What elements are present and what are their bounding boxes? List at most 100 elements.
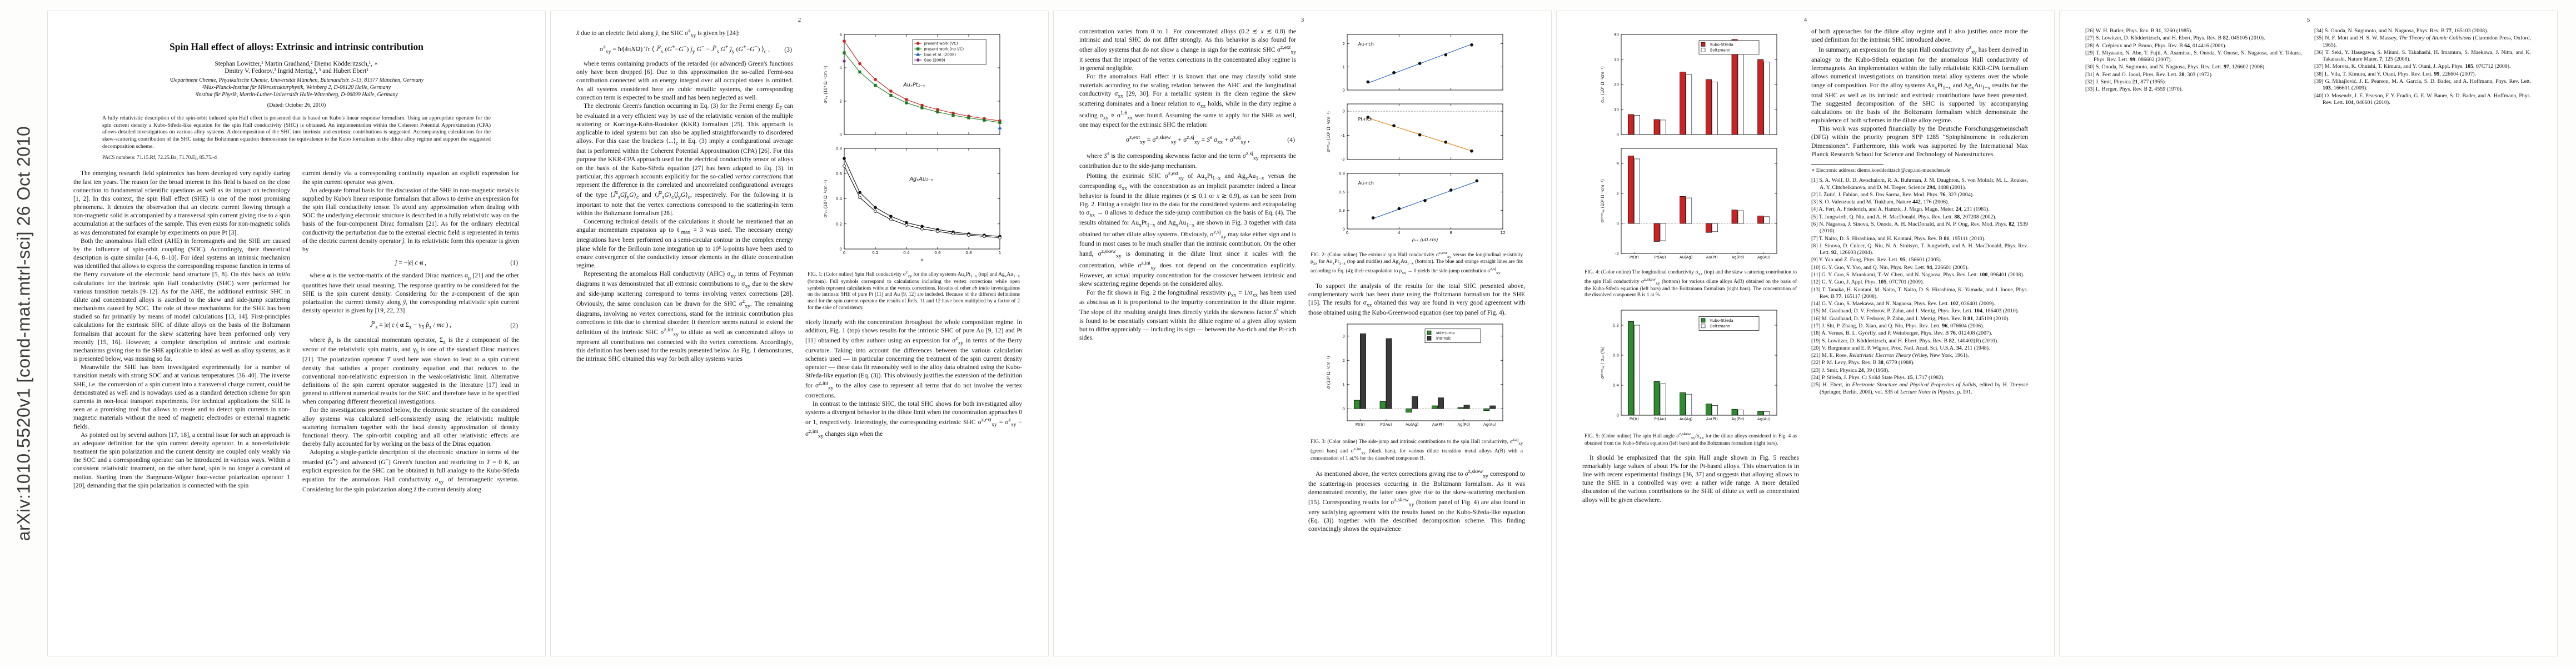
page3-right-column: 0 1 2 Au-rich -2 -1 0 Pt-rich σᵉˣᵗₓᵧ (10³ Ω⁻¹cm… xyxy=(1308,28,1525,620)
reference-item: [25] H. Ebert, in Electronic Structure a… xyxy=(1811,382,2028,395)
authors-line-2: Dmitry V. Fedorov,² Ingrid Mertig,², ³ a… xyxy=(225,68,368,74)
text-block: It should be emphasized that the spin Ha… xyxy=(1582,454,1799,504)
page2-left-column: x̂ due to an electric field along ŷ, the… xyxy=(576,28,793,620)
page5-right-column: [34] S. Onoda, N. Sugimoto, and N. Nagao… xyxy=(2314,28,2531,620)
dated-line: (Dated: October 26, 2010) xyxy=(267,102,326,108)
svg-text:Ag(Au): Ag(Au) xyxy=(1757,255,1771,260)
text-block: Meanwhile the SHE has been investigated … xyxy=(73,364,290,430)
figure-5: 0 0.4 0.8 1.2 Pt(Ir) Pt(Au) Au(Ag) Au(Pt) Ag(Pd)… xyxy=(1582,306,1799,428)
reference-item: [3] S. O. Valenzuela and M. Tinkham, Nat… xyxy=(1811,199,1949,206)
reference-item: [27] S. Lowitzer, D. Ködderitzsch, and H… xyxy=(2085,35,2265,42)
reference-item: [6] N. Nagaosa, J. Sinova, S. Onoda, A. … xyxy=(1811,221,2028,235)
text-block: To support the analysis of the results f… xyxy=(1308,282,1525,316)
svg-text:-2: -2 xyxy=(1615,251,1619,256)
svg-text:Au(Pt): Au(Pt) xyxy=(1706,417,1718,421)
svg-text:0: 0 xyxy=(1616,413,1619,418)
text-block: As mentioned above, the vertex correctio… xyxy=(1308,469,1525,533)
text-block: This work was supported financially by t… xyxy=(1811,126,2028,158)
svg-text:0.9: 0.9 xyxy=(1339,171,1346,176)
reference-item: [8] J. Sinova, D. Culcer, Q. Niu, N. A. … xyxy=(1811,242,2028,256)
fig2-caption: FIG. 2: (Color online) The extrinsic spi… xyxy=(1311,250,1523,275)
fig2-bottom-panel-chart: 0 0.3 0.6 0.9 0 4 8 12 Au-rich ρₓₓ (μΩ cm) xyxy=(1325,169,1508,246)
fig1-top-panel-chart: 0 2 4 6 AuₓPt₁₋ₓ present work (VC) present wor… xyxy=(822,30,1005,144)
svg-text:intrinsic: intrinsic xyxy=(1436,336,1451,341)
text-block: In summary, an expression for the spin H… xyxy=(1811,44,2028,125)
text-block: In contrast to the intrinsic SHC, the to… xyxy=(805,401,1022,440)
reference-item: [35] N. F. Mott and H. S. W. Massey, The… xyxy=(2314,35,2531,48)
reference-item: [20] V. Bargmann and E. P. Wigner, Proc.… xyxy=(1811,345,1990,351)
svg-text:0.4: 0.4 xyxy=(836,196,843,201)
svg-text:Ag(Pd): Ag(Pd) xyxy=(1732,417,1745,421)
affiliation: ¹Department Chemie, Physikalische Chemie… xyxy=(169,77,424,83)
svg-text:present work (VC): present work (VC) xyxy=(924,42,958,46)
svg-text:0.8: 0.8 xyxy=(836,146,843,151)
svg-text:0.6: 0.6 xyxy=(934,250,941,255)
svg-text:0: 0 xyxy=(1616,132,1619,137)
reference-item: [11] G. Y. Guo, S. Murakami, T.-W. Chen,… xyxy=(1811,272,2025,278)
text-block: x̂ due to an electric field along ŷ, the… xyxy=(576,28,740,39)
svg-text:0: 0 xyxy=(843,250,846,255)
svg-text:4: 4 xyxy=(839,66,842,71)
abstract: A fully relativistic description of the … xyxy=(102,115,491,150)
reference-item: [19] S. Lowitzer, D. Ködderitzsch, and H… xyxy=(1811,337,1999,344)
text-block: of both approaches for the dilute alloy … xyxy=(1811,28,2028,44)
fig3-chart: 0 1 2 3 Pt(Ir) Pt(Au) Au(Ag) Au(Pt) Ag(Pd) Ag(Au)… xyxy=(1325,320,1508,434)
svg-text:present work (no VC): present work (no VC) xyxy=(924,47,964,52)
svg-text:0.6: 0.6 xyxy=(836,171,843,176)
figure-3: 0 1 2 3 Pt(Ir) Pt(Au) Au(Ag) Au(Pt) Ag(Pd) Ag(Au)… xyxy=(1308,320,1525,434)
affiliations: ¹Department Chemie, Physikalische Chemie… xyxy=(73,77,520,98)
svg-text:Guo et al. (2008): Guo et al. (2008) xyxy=(924,53,956,57)
page-number: 5 xyxy=(2306,17,2310,23)
svg-text:0.2: 0.2 xyxy=(836,221,842,226)
page1-right-column: current density via a corresponding cont… xyxy=(302,170,519,618)
svg-text:0: 0 xyxy=(839,247,842,252)
text-block: An adequate formal basis for the discuss… xyxy=(302,187,519,253)
page-number: 3 xyxy=(1301,17,1304,23)
text-block: Concerning technical details of the calc… xyxy=(576,218,793,269)
text-block: where terms containing products of the r… xyxy=(576,61,793,101)
svg-text:0: 0 xyxy=(1346,230,1349,235)
svg-text:Pt(Ir): Pt(Ir) xyxy=(1630,417,1639,421)
figure-2: 0 1 2 Au-rich -2 -1 0 Pt-rich σᵉˣᵗₓᵧ (10³ Ω⁻¹cm… xyxy=(1308,30,1525,247)
text-block: Adopting a single-particle description o… xyxy=(302,449,519,493)
reference-item: [37] M. Morota, K. Ohnishi, T. Kimura, a… xyxy=(2314,63,2511,70)
reference-item: [17] J. Shi, P. Zhang, D. Xiao, and Q. N… xyxy=(1811,322,1984,329)
svg-text:Guo (2009): Guo (2009) xyxy=(924,58,945,63)
page-1: Spin Hall effect of alloys: Extrinsic an… xyxy=(48,11,545,656)
text-block: concentration varies from 0 to 1. For co… xyxy=(1079,28,1296,72)
fig5-chart: 0 0.4 0.8 1.2 Pt(Ir) Pt(Au) Au(Ag) Au(Pt) Ag(Pd)… xyxy=(1599,306,1782,428)
svg-text:4: 4 xyxy=(1398,230,1401,235)
svg-text:0.4: 0.4 xyxy=(1613,383,1620,388)
svg-text:Au(Ag): Au(Ag) xyxy=(1680,417,1693,421)
svg-text:1.2: 1.2 xyxy=(1613,323,1619,328)
svg-text:Pt(Au): Pt(Au) xyxy=(1654,417,1666,421)
reference-item: [33] L. Berger, Phys. Rev. B 2, 4559 (19… xyxy=(2085,86,2183,93)
reference-item: [28] A. Crépieux and P. Bruno, Phys. Rev… xyxy=(2085,42,2226,49)
svg-text:AgₓAu₁₋ₓ: AgₓAu₁₋ₓ xyxy=(909,176,933,182)
reference-item: [40] O. Mosendz, J. E. Pearson, F. Y. Fr… xyxy=(2314,92,2531,106)
email-footnote: ∗ Electronic address: diemo.koedderitzsc… xyxy=(1811,167,1950,173)
svg-text:0.8: 0.8 xyxy=(1613,353,1620,358)
svg-text:30: 30 xyxy=(1614,57,1620,62)
reference-item: [15] M. Gradhand, D. V. Fedorov, P. Zahn… xyxy=(1811,308,2019,315)
svg-text:10: 10 xyxy=(1614,107,1620,112)
authors-line-1: Stephan Lowitzer,¹ Martin Gradhand,² Die… xyxy=(215,61,378,67)
svg-text:0: 0 xyxy=(1616,221,1619,226)
reference-item: [23] J. Smit, Physica 24, 39 (1958). xyxy=(1811,367,1890,374)
fig5-caption: FIG. 5: (Color online) The spin Hall ang… xyxy=(1585,431,1797,446)
fig4-top-panel-chart: 0 10 20 30 40 Kubo-Středa Boltzmann σₓₓ (10⁴ Ω⁻… xyxy=(1599,30,1782,144)
reference-item: [24] P. Středa, J. Phys. C: Solid State … xyxy=(1811,374,1945,381)
reference-item: [22] P. M. Levy, Phys. Rev. B 38, 6779 (… xyxy=(1811,360,1915,366)
svg-text:0.4: 0.4 xyxy=(903,250,910,255)
figure-1: 0 2 4 6 AuₓPt₁₋ₓ present work (VC) present wor… xyxy=(805,30,1022,266)
reference-item: [16] M. Gradhand, D. V. Fedorov, P. Zahn… xyxy=(1811,315,2010,322)
svg-text:σˢᵏᵉʷₓᵧ / σₓₓ (%): σˢᵏᵉʷₓᵧ / σₓₓ (%) xyxy=(1600,347,1605,379)
reference-item: [5] T. Jungwirth, Q. Niu, and A. H. MacD… xyxy=(1811,213,1997,220)
arxiv-stamp: arXiv:1010.5520v1 [cond-mat.mtrl-sci] 26… xyxy=(13,126,34,541)
page-2: 2 x̂ due to an electric field along ŷ, t… xyxy=(551,11,1048,656)
svg-text:Pt-rich: Pt-rich xyxy=(1358,117,1373,122)
svg-text:ρₓₓ (μΩ cm): ρₓₓ (μΩ cm) xyxy=(1412,237,1438,242)
affiliation: ³Institut für Physik, Martin-Luther-Univ… xyxy=(195,92,398,98)
svg-text:-2: -2 xyxy=(1341,157,1345,162)
svg-text:0.3: 0.3 xyxy=(1339,208,1345,213)
